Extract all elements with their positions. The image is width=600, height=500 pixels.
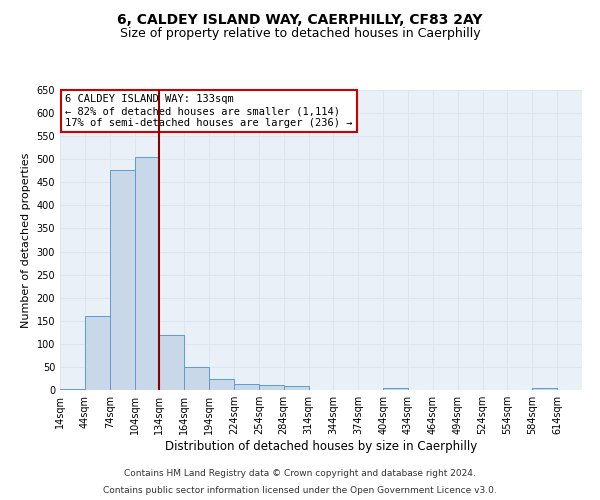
Bar — [532, 388, 557, 390]
Bar — [85, 316, 110, 390]
Text: Size of property relative to detached houses in Caerphilly: Size of property relative to detached ho… — [119, 28, 481, 40]
Text: 6, CALDEY ISLAND WAY, CAERPHILLY, CF83 2AY: 6, CALDEY ISLAND WAY, CAERPHILLY, CF83 2… — [117, 12, 483, 26]
Bar — [259, 386, 284, 390]
Bar — [134, 157, 160, 390]
Text: Contains HM Land Registry data © Crown copyright and database right 2024.: Contains HM Land Registry data © Crown c… — [124, 468, 476, 477]
Bar — [110, 170, 134, 390]
X-axis label: Distribution of detached houses by size in Caerphilly: Distribution of detached houses by size … — [165, 440, 477, 453]
Text: 6 CALDEY ISLAND WAY: 133sqm
← 82% of detached houses are smaller (1,114)
17% of : 6 CALDEY ISLAND WAY: 133sqm ← 82% of det… — [65, 94, 353, 128]
Bar — [184, 368, 209, 390]
Bar — [160, 335, 184, 390]
Bar — [60, 389, 85, 390]
Bar — [209, 380, 234, 390]
Bar — [234, 384, 259, 390]
Bar — [383, 388, 408, 390]
Bar — [284, 386, 308, 390]
Y-axis label: Number of detached properties: Number of detached properties — [21, 152, 31, 328]
Text: Contains public sector information licensed under the Open Government Licence v3: Contains public sector information licen… — [103, 486, 497, 495]
